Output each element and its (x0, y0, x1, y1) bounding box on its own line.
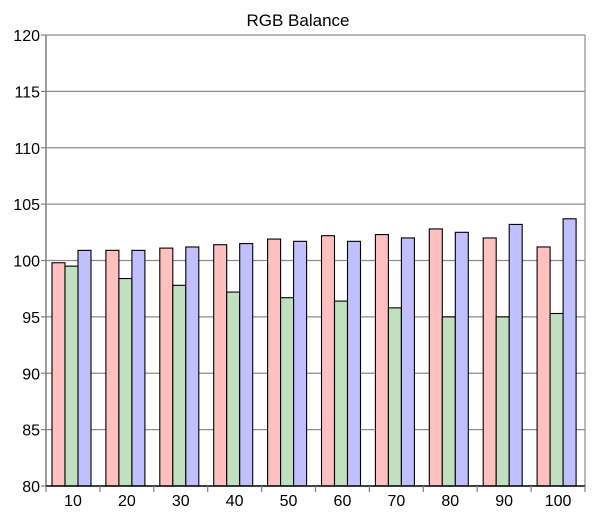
x-tick-label: 60 (334, 493, 352, 510)
bar-green-80 (441, 316, 456, 487)
bar-green-20 (118, 277, 133, 487)
bar-blue-80 (454, 231, 469, 487)
bar-red-60 (320, 235, 336, 487)
bars (51, 218, 577, 487)
bar-red-70 (374, 234, 389, 487)
bar-blue-10 (77, 249, 92, 487)
bar-green-40 (226, 291, 241, 487)
bar-green-90 (495, 316, 510, 487)
y-tick-label: 105 (13, 197, 40, 214)
bar-blue-30 (185, 246, 200, 487)
y-axis-ticks: 80 85 90 95 100 105 110 115 120 (13, 28, 46, 496)
bar-blue-20 (131, 249, 146, 487)
y-tick-label: 120 (13, 28, 40, 45)
bar-blue-60 (346, 240, 362, 487)
bar-green-50 (280, 297, 295, 487)
bar-green-100 (549, 312, 564, 487)
chart-title: RGB Balance (247, 11, 350, 30)
y-tick-label: 85 (22, 423, 40, 440)
x-tick-label: 20 (118, 493, 136, 510)
bar-red-10 (51, 262, 66, 487)
x-tick-label: 30 (172, 493, 190, 510)
y-tick-label: 110 (14, 141, 40, 158)
y-tick-label: 80 (22, 479, 40, 496)
x-axis-ticks: 10 20 30 40 50 60 70 80 90 100 (45, 486, 586, 510)
bar-red-100 (536, 246, 551, 487)
bar-red-80 (428, 228, 443, 487)
x-tick-label: 70 (387, 493, 405, 510)
bar-blue-50 (293, 240, 308, 487)
bar-green-10 (64, 265, 79, 487)
x-tick-label: 100 (545, 493, 572, 510)
bar-blue-70 (400, 237, 415, 487)
y-tick-label: 100 (13, 254, 40, 271)
bar-blue-90 (508, 223, 523, 487)
bar-green-60 (333, 300, 349, 487)
x-tick-label: 90 (495, 493, 513, 510)
y-tick-label: 95 (22, 310, 40, 327)
bar-red-90 (482, 237, 497, 487)
bar-green-70 (387, 307, 402, 487)
bar-red-20 (105, 249, 120, 487)
bar-red-50 (267, 238, 282, 487)
x-tick-label: 80 (441, 493, 459, 510)
bar-green-30 (172, 284, 187, 487)
bar-blue-40 (239, 243, 254, 487)
bar-red-30 (159, 247, 174, 487)
x-tick-label: 50 (280, 493, 298, 510)
bar-red-40 (213, 244, 228, 487)
x-tick-label: 40 (226, 493, 244, 510)
bar-blue-100 (562, 218, 577, 487)
x-tick-label: 10 (64, 493, 82, 510)
y-tick-label: 90 (22, 366, 40, 383)
y-tick-label: 115 (14, 84, 40, 101)
